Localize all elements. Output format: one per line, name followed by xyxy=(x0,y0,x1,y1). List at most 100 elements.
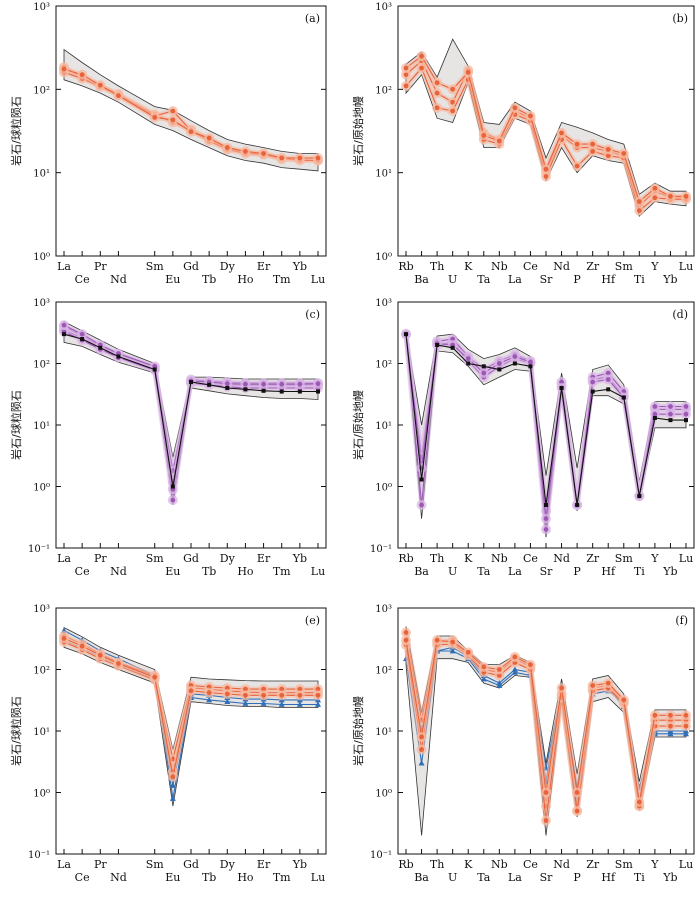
x-tick-label: Ho xyxy=(237,273,254,286)
data-point xyxy=(544,503,548,508)
y-tick-label: 10⁰ xyxy=(375,483,392,494)
data-point xyxy=(621,697,627,703)
y-tick-label: 10³ xyxy=(33,2,50,13)
y-tick-label: 10⁻¹ xyxy=(370,544,392,555)
data-point xyxy=(189,380,193,385)
data-point xyxy=(419,747,424,752)
data-point xyxy=(261,381,266,387)
x-tick-label: Lu xyxy=(311,273,325,286)
y-axis-title: 岩石/球粒陨石 xyxy=(9,390,23,460)
data-point xyxy=(260,700,267,706)
data-point xyxy=(80,337,85,342)
data-point xyxy=(224,698,231,705)
x-tick-label: U xyxy=(448,565,457,578)
data-point xyxy=(652,415,657,420)
y-tick-label: 10⁻¹ xyxy=(28,850,50,861)
data-point xyxy=(242,700,249,706)
data-point xyxy=(419,65,424,71)
data-point xyxy=(152,115,158,120)
data-point xyxy=(170,497,176,503)
x-tick-label: P xyxy=(573,273,581,286)
panel-label: (c) xyxy=(305,308,320,321)
y-tick-label: 10⁰ xyxy=(375,252,392,263)
data-point xyxy=(315,692,321,698)
data-point xyxy=(403,72,409,78)
panel-label: (f) xyxy=(675,614,688,627)
data-point xyxy=(403,630,409,635)
x-tick-label: Eu xyxy=(165,273,180,286)
y-tick-label: 10² xyxy=(375,85,392,96)
data-point xyxy=(116,93,121,99)
data-point xyxy=(224,381,230,387)
data-point xyxy=(296,701,303,707)
x-tick-label: Tm xyxy=(273,871,291,884)
x-tick-label: Lu xyxy=(679,858,693,871)
y-tick-label: 10² xyxy=(33,85,50,96)
data-point xyxy=(278,701,285,707)
data-point xyxy=(450,108,456,114)
x-tick-label: Ho xyxy=(237,565,254,578)
data-point xyxy=(316,389,320,394)
y-tick-label: 10⁰ xyxy=(33,483,50,494)
data-point xyxy=(575,503,580,508)
x-tick-label: Ce xyxy=(75,273,90,286)
y-tick-label: 10³ xyxy=(375,2,392,13)
data-point xyxy=(559,385,564,390)
data-point xyxy=(465,356,471,362)
data-point xyxy=(243,692,248,698)
x-tick-label: Zr xyxy=(586,260,600,273)
x-tick-label: Yb xyxy=(662,273,677,286)
x-tick-label: Sm xyxy=(146,260,165,273)
panel-label: (e) xyxy=(305,614,320,627)
data-point xyxy=(512,354,518,359)
data-point xyxy=(315,381,321,387)
data-point xyxy=(605,377,611,382)
data-point xyxy=(243,387,248,392)
data-point xyxy=(188,129,194,135)
x-tick-label: P xyxy=(573,871,581,884)
data-point xyxy=(419,502,424,508)
data-point xyxy=(403,637,409,643)
x-tick-label: Ti xyxy=(634,565,645,578)
x-tick-label: Nd xyxy=(553,552,570,565)
data-point xyxy=(79,331,85,337)
y-axis-title: 岩石/原始地幔 xyxy=(351,390,365,460)
x-tick-label: Eu xyxy=(165,565,180,578)
data-point xyxy=(279,155,285,161)
data-point xyxy=(206,696,213,703)
data-point xyxy=(637,494,642,499)
data-point xyxy=(668,411,673,417)
y-axis-title: 岩石/球粒陨石 xyxy=(9,96,23,166)
data-point xyxy=(261,686,266,692)
data-point xyxy=(512,361,517,366)
data-point xyxy=(496,361,502,366)
data-point xyxy=(224,691,230,697)
data-point xyxy=(652,404,658,409)
x-tick-label: K xyxy=(464,552,473,565)
data-point xyxy=(279,381,285,387)
x-tick-label: Hf xyxy=(601,565,616,578)
x-tick-label: Zr xyxy=(586,858,600,871)
data-point xyxy=(652,185,658,191)
data-point xyxy=(434,90,440,96)
data-point xyxy=(98,345,103,350)
x-tick-label: Nd xyxy=(110,871,127,884)
data-point xyxy=(152,367,157,372)
data-point xyxy=(606,387,611,392)
data-point xyxy=(419,734,424,740)
data-point xyxy=(621,151,627,156)
data-point xyxy=(419,477,424,482)
panel-label: (d) xyxy=(672,308,688,321)
data-point xyxy=(61,322,67,328)
x-tick-label: La xyxy=(508,871,522,884)
data-point xyxy=(279,692,285,698)
data-point xyxy=(543,166,549,172)
x-tick-label: Zr xyxy=(586,552,600,565)
data-point xyxy=(79,72,85,78)
data-point xyxy=(243,686,248,692)
data-point xyxy=(169,795,176,801)
data-point xyxy=(297,692,303,698)
data-point xyxy=(297,389,302,394)
